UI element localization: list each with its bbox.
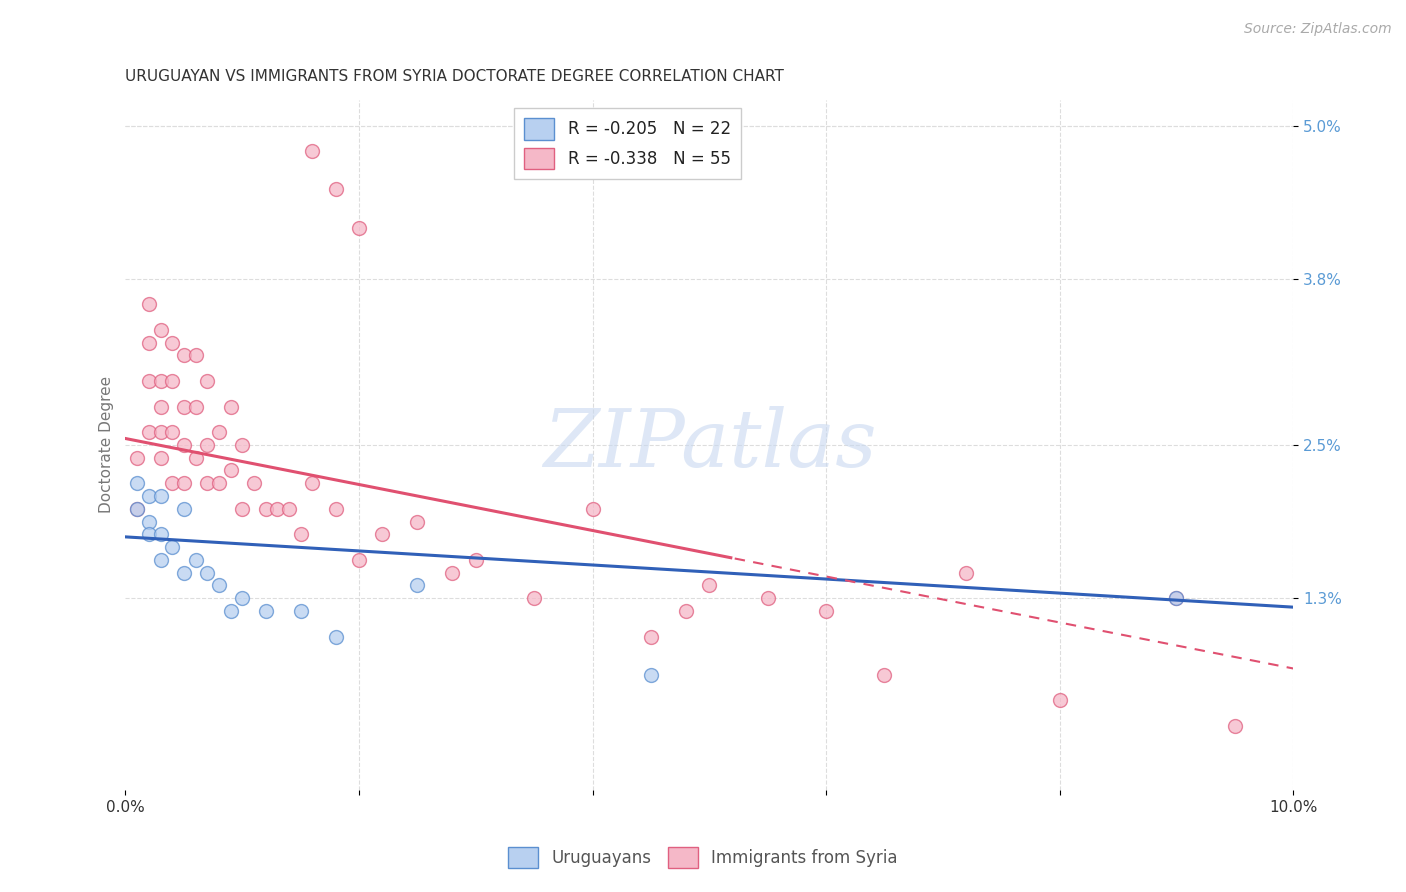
Point xyxy=(127,501,149,516)
Point xyxy=(173,566,195,580)
Point xyxy=(208,578,231,592)
Point xyxy=(127,476,149,491)
Point xyxy=(231,501,253,516)
Point xyxy=(219,604,242,618)
Point xyxy=(301,144,323,158)
Point xyxy=(523,591,546,606)
Point xyxy=(160,335,183,350)
Point xyxy=(127,501,149,516)
Point xyxy=(138,335,160,350)
Point xyxy=(138,374,160,388)
Point xyxy=(160,374,183,388)
Point xyxy=(756,591,779,606)
Point xyxy=(138,489,160,503)
Point xyxy=(149,400,172,414)
Point xyxy=(184,349,207,363)
Point xyxy=(347,553,370,567)
Point xyxy=(149,450,172,465)
Text: Source: ZipAtlas.com: Source: ZipAtlas.com xyxy=(1244,22,1392,37)
Point xyxy=(138,515,160,529)
Point xyxy=(160,476,183,491)
Point xyxy=(464,553,486,567)
Point xyxy=(699,578,721,592)
Point xyxy=(1166,591,1188,606)
Point xyxy=(149,374,172,388)
Point xyxy=(1166,591,1188,606)
Point xyxy=(581,501,603,516)
Point xyxy=(254,604,277,618)
Point xyxy=(208,425,231,439)
Point xyxy=(231,438,253,452)
Point xyxy=(160,425,183,439)
Point xyxy=(231,591,253,606)
Point xyxy=(675,604,697,618)
Point xyxy=(873,668,896,682)
Point xyxy=(149,489,172,503)
Point xyxy=(325,501,347,516)
Text: ZIPatlas: ZIPatlas xyxy=(543,406,876,483)
Point xyxy=(1223,719,1246,733)
Point xyxy=(815,604,838,618)
Point xyxy=(149,323,172,337)
Point xyxy=(640,630,662,644)
Point xyxy=(325,630,347,644)
Point xyxy=(406,515,429,529)
Point xyxy=(173,476,195,491)
Point xyxy=(173,349,195,363)
Point xyxy=(208,476,231,491)
Point xyxy=(325,182,347,196)
Point xyxy=(149,425,172,439)
Point xyxy=(149,553,172,567)
Point xyxy=(195,566,218,580)
Point xyxy=(138,297,160,311)
Point xyxy=(406,578,429,592)
Point xyxy=(138,425,160,439)
Point xyxy=(219,463,242,477)
Point xyxy=(173,438,195,452)
Point xyxy=(278,501,301,516)
Point xyxy=(127,450,149,465)
Point xyxy=(160,540,183,554)
Point xyxy=(266,501,288,516)
Point xyxy=(301,476,323,491)
Point xyxy=(290,604,312,618)
Y-axis label: Doctorate Degree: Doctorate Degree xyxy=(100,376,114,514)
Point xyxy=(243,476,266,491)
Point xyxy=(347,220,370,235)
Point xyxy=(195,374,218,388)
Text: URUGUAYAN VS IMMIGRANTS FROM SYRIA DOCTORATE DEGREE CORRELATION CHART: URUGUAYAN VS IMMIGRANTS FROM SYRIA DOCTO… xyxy=(125,69,785,84)
Point xyxy=(441,566,464,580)
Point xyxy=(184,553,207,567)
Point xyxy=(1049,693,1071,707)
Point xyxy=(149,527,172,541)
Point xyxy=(195,476,218,491)
Point xyxy=(640,668,662,682)
Point xyxy=(173,501,195,516)
Point xyxy=(254,501,277,516)
Point xyxy=(955,566,977,580)
Point xyxy=(290,527,312,541)
Point xyxy=(219,400,242,414)
Legend: R = -0.205   N = 22, R = -0.338   N = 55: R = -0.205 N = 22, R = -0.338 N = 55 xyxy=(515,108,741,179)
Point xyxy=(195,438,218,452)
Point xyxy=(184,450,207,465)
Point xyxy=(184,400,207,414)
Point xyxy=(138,527,160,541)
Point xyxy=(371,527,394,541)
Point xyxy=(173,400,195,414)
Legend: Uruguayans, Immigrants from Syria: Uruguayans, Immigrants from Syria xyxy=(502,840,904,875)
